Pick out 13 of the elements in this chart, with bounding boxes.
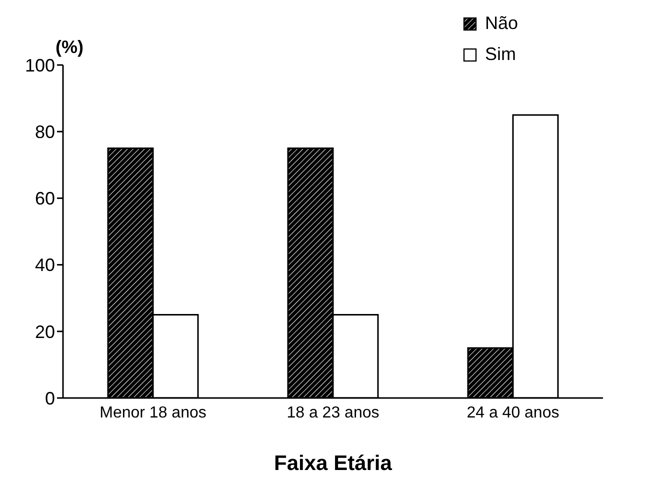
x-tick-label: 18 a 23 anos	[286, 404, 380, 422]
x-tick-label: Menor 18 anos	[100, 404, 206, 422]
y-tick-label: 40	[34, 255, 55, 276]
legend-label: Sim	[484, 44, 516, 65]
y-tick-label: 100	[24, 55, 55, 76]
y-tick-label: 80	[34, 122, 55, 142]
y-axis-title: (%)	[56, 37, 84, 57]
legend-label: Não	[484, 13, 518, 34]
x-tick-label: 24 a 40 anos	[466, 404, 560, 422]
x-axis-title: Faixa Etária	[274, 452, 392, 475]
y-tick-label: 60	[34, 188, 55, 209]
y-tick-label: 0	[44, 388, 55, 408]
y-tick-label: 20	[34, 322, 55, 342]
